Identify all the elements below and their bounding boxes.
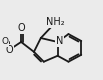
Text: O: O [1,37,8,46]
Text: O: O [17,23,25,33]
Text: N: N [56,36,63,46]
Text: NH₂: NH₂ [46,17,65,27]
Text: O: O [5,45,13,55]
